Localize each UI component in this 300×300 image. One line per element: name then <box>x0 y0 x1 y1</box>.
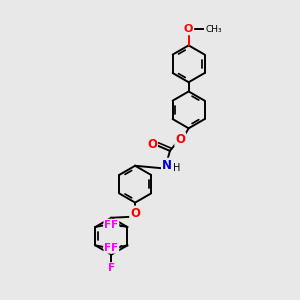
Text: O: O <box>130 206 140 220</box>
Text: O: O <box>184 24 193 34</box>
Text: F: F <box>108 263 115 273</box>
Text: F: F <box>111 243 118 253</box>
Text: H: H <box>173 163 181 172</box>
Text: O: O <box>147 138 157 151</box>
Text: F: F <box>111 220 118 230</box>
Text: O: O <box>175 133 185 146</box>
Text: F: F <box>104 220 111 230</box>
Text: CH₃: CH₃ <box>206 25 223 34</box>
Text: N: N <box>162 159 172 172</box>
Text: F: F <box>104 243 111 253</box>
